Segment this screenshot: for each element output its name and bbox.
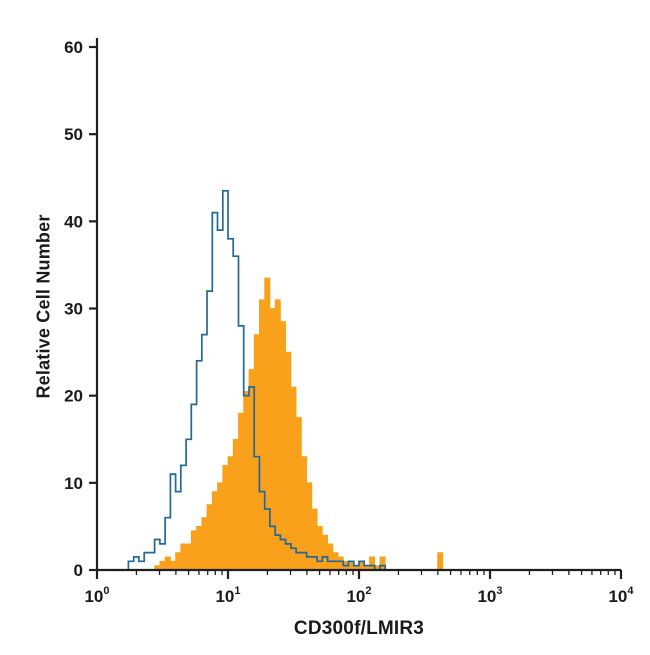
y-axis-title: Relative Cell Number (33, 214, 54, 399)
y-tick-label: 30 (64, 300, 83, 319)
y-tick-label: 40 (64, 212, 83, 231)
y-tick-label: 20 (64, 387, 83, 406)
x-tick-label: 102 (346, 585, 371, 606)
series-open-histogram-blue (97, 189, 621, 571)
x-axis-title: CD300f/LMIR3 (293, 618, 425, 639)
y-tick-label: 10 (64, 474, 83, 493)
x-tick-label: 101 (215, 585, 240, 606)
y-tick-label: 60 (64, 38, 83, 57)
y-tick-label: 50 (64, 125, 83, 144)
x-tick-label: 100 (84, 585, 109, 606)
series-filled-histogram-orange (97, 277, 621, 571)
y-tick-label: 0 (74, 561, 83, 580)
x-tick-label: 104 (608, 585, 634, 606)
x-tick-label: 103 (477, 585, 502, 606)
